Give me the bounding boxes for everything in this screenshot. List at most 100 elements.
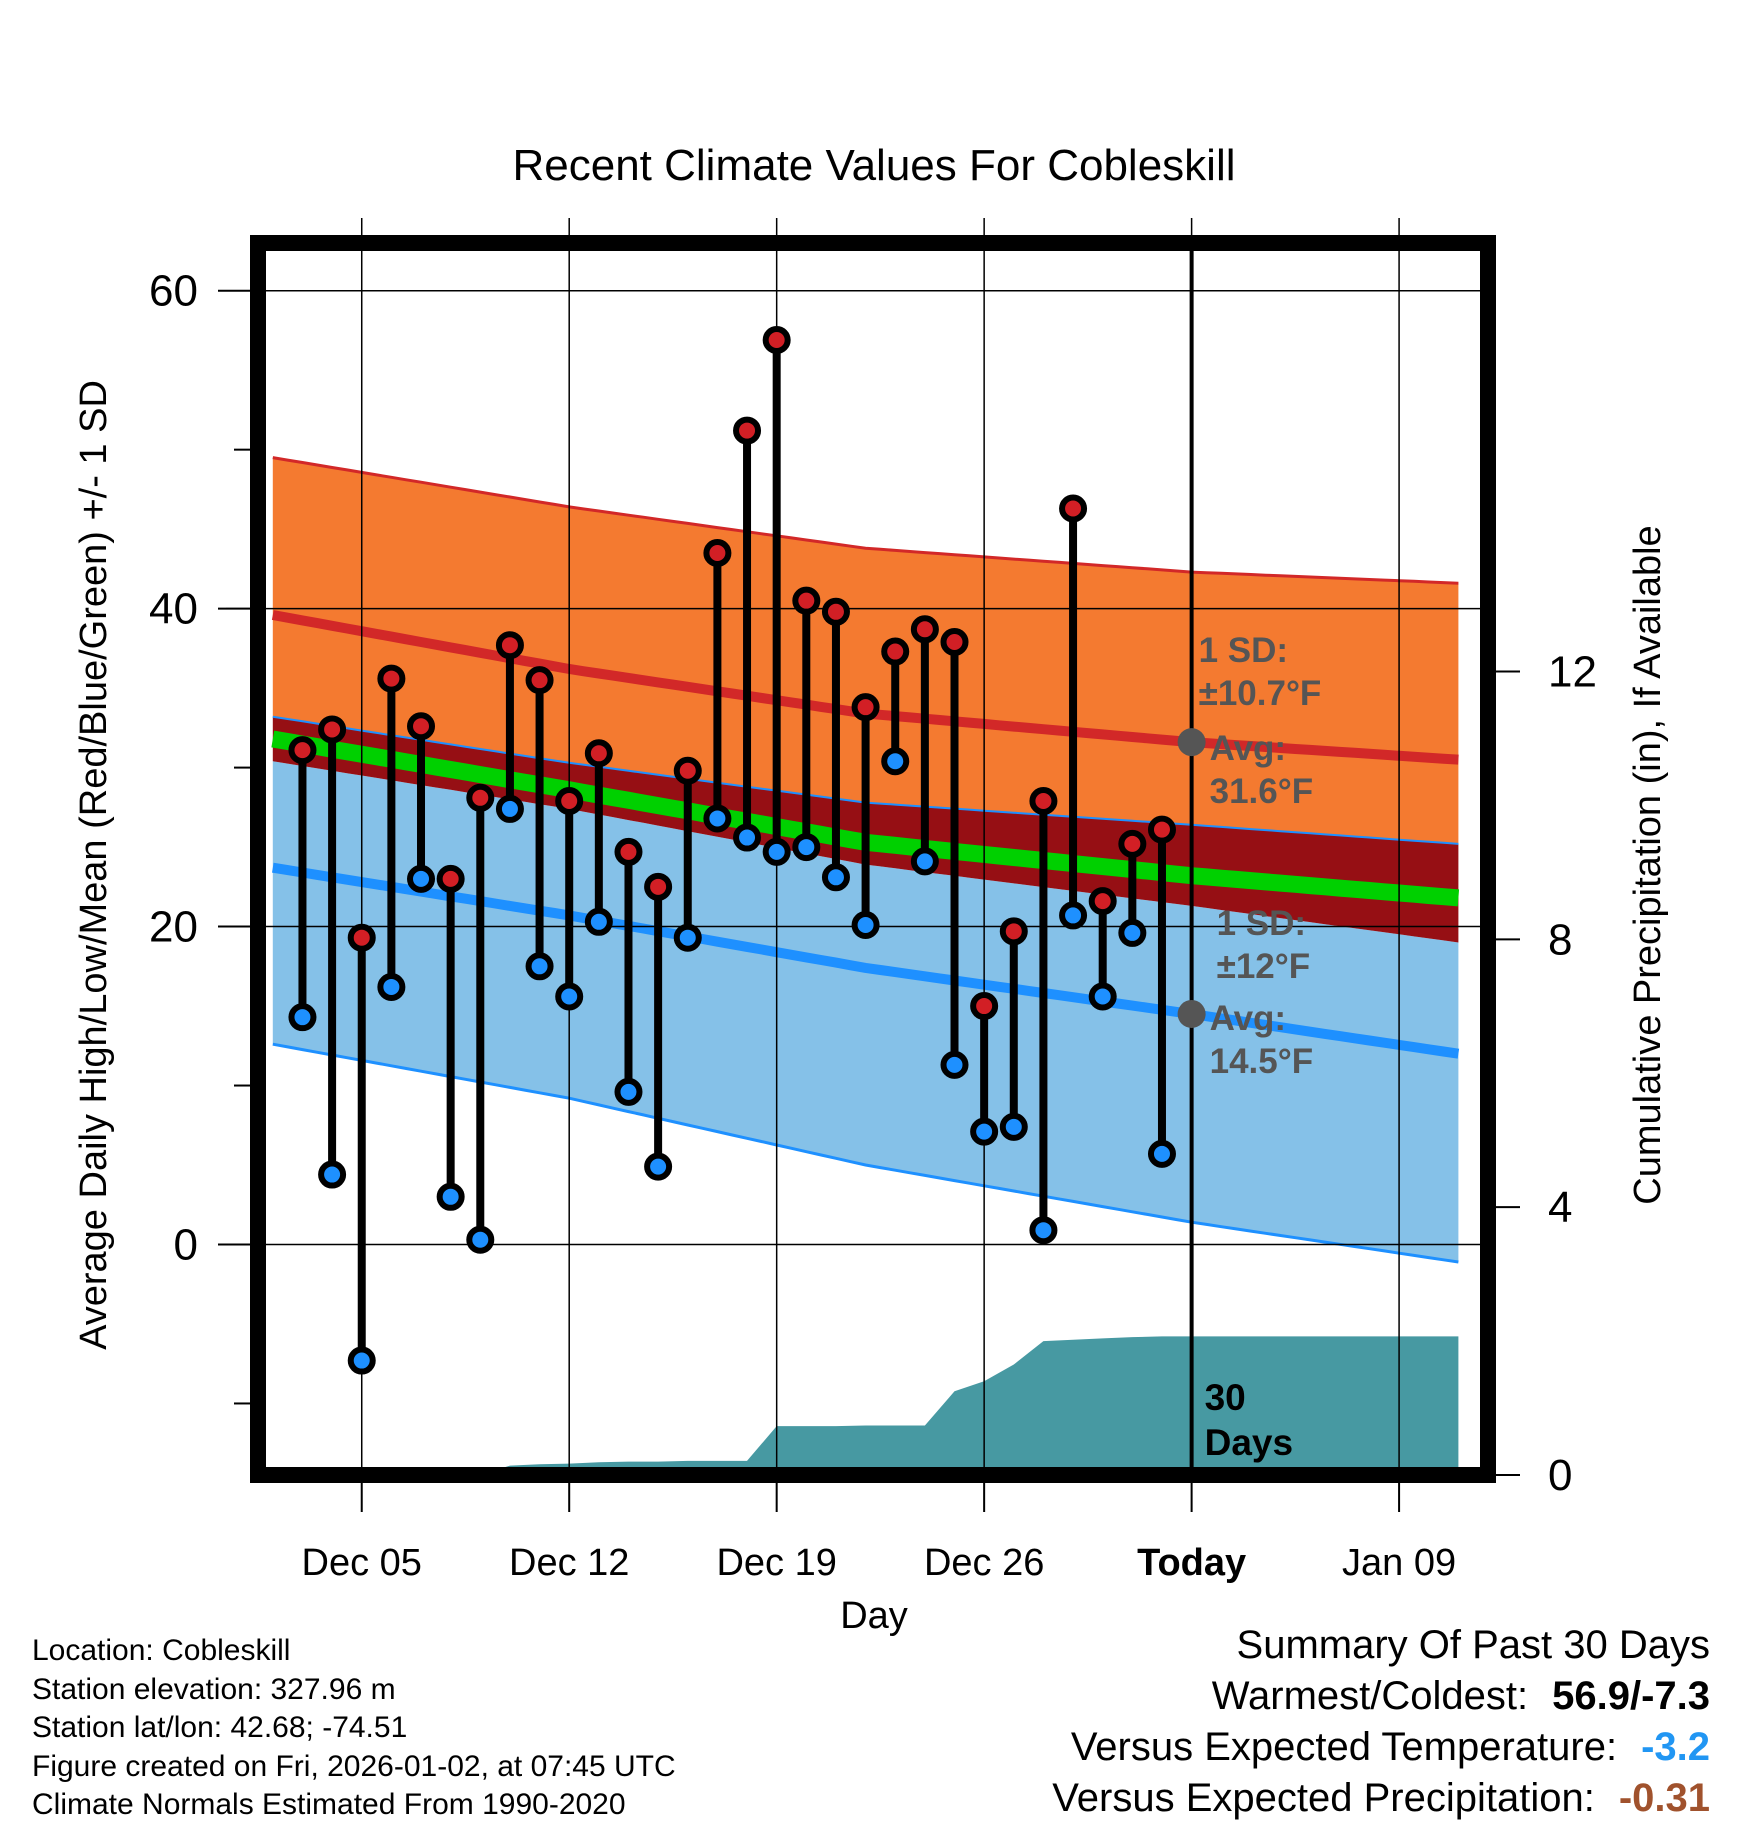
high-point bbox=[525, 666, 554, 695]
period-label-line: 30 bbox=[1205, 1377, 1246, 1418]
high-avg-annotation: Avg: 31.6°F bbox=[1210, 729, 1314, 811]
high-point bbox=[614, 837, 643, 866]
normals-text: Climate Normals Estimated From 1990-2020 bbox=[32, 1788, 626, 1821]
x-tick-label: Dec 05 bbox=[302, 1542, 422, 1584]
low-avg-annotation-line: Avg: bbox=[1210, 999, 1286, 1038]
low-sd-annotation-line: ±12°F bbox=[1217, 947, 1311, 986]
y-tick-label: 60 bbox=[149, 267, 198, 316]
plot-frame bbox=[250, 235, 1496, 1483]
low-point bbox=[910, 847, 939, 876]
y-right-tick-label: 0 bbox=[1548, 1451, 1572, 1500]
x-tick-label: Today bbox=[1137, 1542, 1246, 1584]
high-point bbox=[466, 783, 495, 812]
low-normal-line bbox=[271, 862, 1460, 1059]
high-point bbox=[910, 615, 939, 644]
precip-value: -0.31 bbox=[1618, 1776, 1710, 1820]
high-point bbox=[1118, 829, 1147, 858]
low-point bbox=[762, 837, 791, 866]
high-avg-annotation-line: 31.6°F bbox=[1210, 772, 1314, 811]
high-avg-marker bbox=[1177, 728, 1206, 757]
warmest-label: Warmest/Coldest: bbox=[1211, 1674, 1529, 1718]
high-point bbox=[881, 637, 910, 666]
low-point bbox=[1088, 982, 1117, 1011]
high-point bbox=[673, 756, 702, 785]
low-point bbox=[407, 864, 436, 893]
high-point bbox=[792, 586, 821, 615]
low-point bbox=[495, 794, 524, 823]
low-point bbox=[555, 982, 584, 1011]
high-sd-annotation-line: ±10.7°F bbox=[1199, 674, 1322, 713]
high-point bbox=[436, 864, 465, 893]
summary-precip-row: Versus Expected Precipitation: -0.31 bbox=[1052, 1773, 1710, 1824]
low-sd-lower-line bbox=[272, 1042, 1459, 1264]
high-point bbox=[407, 712, 436, 741]
low-point bbox=[644, 1152, 673, 1181]
y-right-tick-label: 4 bbox=[1548, 1183, 1572, 1232]
warmest-value: 56.9/-7.3 bbox=[1552, 1674, 1710, 1718]
high-point bbox=[1147, 815, 1176, 844]
high-point bbox=[584, 739, 613, 768]
latlon-text: Station lat/lon: 42.68; -74.51 bbox=[32, 1711, 408, 1744]
low-point bbox=[436, 1182, 465, 1211]
low-point bbox=[614, 1077, 643, 1106]
low-avg-marker bbox=[1177, 999, 1206, 1028]
location-text: Location: Cobleskill bbox=[32, 1634, 291, 1667]
elevation-text: Station elevation: 327.96 m bbox=[32, 1672, 396, 1706]
chart-title: Recent Climate Values For Cobleskill bbox=[512, 141, 1235, 190]
low-point bbox=[673, 923, 702, 952]
high-point bbox=[703, 538, 732, 567]
high-point bbox=[377, 664, 406, 693]
low-point bbox=[999, 1112, 1028, 1141]
high-point bbox=[762, 325, 791, 354]
low-point bbox=[347, 1346, 376, 1375]
y-tick-label: 40 bbox=[149, 585, 198, 634]
high-point bbox=[644, 872, 673, 901]
low-point bbox=[288, 1003, 317, 1032]
y-axis-label: Average Daily High/Low/Mean (Red/Blue/Gr… bbox=[73, 380, 115, 1350]
x-tick-label: Dec 19 bbox=[716, 1542, 836, 1584]
summary-title: Summary Of Past 30 Days bbox=[1236, 1623, 1710, 1667]
high-point bbox=[1059, 494, 1088, 523]
y-right-tick-label: 12 bbox=[1548, 648, 1597, 697]
high-point bbox=[821, 597, 850, 626]
low-avg-annotation-line: 14.5°F bbox=[1210, 1042, 1314, 1081]
low-avg-annotation: Avg: 14.5°F bbox=[1210, 999, 1314, 1081]
low-point bbox=[318, 1160, 347, 1189]
high-point bbox=[1088, 887, 1117, 916]
precip-area bbox=[272, 1336, 1459, 1475]
low-point bbox=[970, 1117, 999, 1146]
low-point bbox=[792, 833, 821, 862]
high-point bbox=[318, 715, 347, 744]
summary-temp-row: Versus Expected Temperature: -3.2 bbox=[1052, 1722, 1710, 1773]
high-point bbox=[555, 786, 584, 815]
y-axis-right-label: Cumulative Precipitation (in), If Availa… bbox=[1627, 525, 1669, 1204]
low-point bbox=[1029, 1216, 1058, 1245]
low-point bbox=[466, 1225, 495, 1254]
y-right-tick-label: 8 bbox=[1548, 915, 1572, 964]
low-point bbox=[940, 1050, 969, 1079]
high-sd-annotation: 1 SD: ±10.7°F bbox=[1199, 631, 1322, 713]
temp-label: Versus Expected Temperature: bbox=[1070, 1725, 1618, 1769]
low-point bbox=[1118, 918, 1147, 947]
y-tick-label: 0 bbox=[174, 1220, 198, 1269]
low-point bbox=[584, 907, 613, 936]
summary-warmest-row: Warmest/Coldest: 56.9/-7.3 bbox=[1052, 1671, 1710, 1722]
x-tick-label: Jan 09 bbox=[1342, 1542, 1456, 1584]
high-point bbox=[288, 736, 317, 765]
x-tick-label: Dec 12 bbox=[509, 1542, 629, 1584]
period-label: 30 Days bbox=[1205, 1377, 1293, 1463]
precip-label: Versus Expected Precipitation: bbox=[1052, 1776, 1595, 1820]
high-point bbox=[347, 923, 376, 952]
low-point bbox=[851, 910, 880, 939]
high-point bbox=[1029, 786, 1058, 815]
temp-value: -3.2 bbox=[1641, 1725, 1710, 1769]
low-point bbox=[377, 972, 406, 1001]
summary-panel: Summary Of Past 30 Days Warmest/Coldest:… bbox=[1052, 1620, 1710, 1824]
x-tick-label: Dec 26 bbox=[924, 1542, 1044, 1584]
low-point bbox=[1059, 901, 1088, 930]
low-point bbox=[733, 823, 762, 852]
high-avg-annotation-line: Avg: bbox=[1210, 729, 1286, 768]
low-sd-annotation: 1 SD: ±12°F bbox=[1217, 904, 1311, 986]
created-text: Figure created on Fri, 2026-01-02, at 07… bbox=[32, 1749, 676, 1783]
